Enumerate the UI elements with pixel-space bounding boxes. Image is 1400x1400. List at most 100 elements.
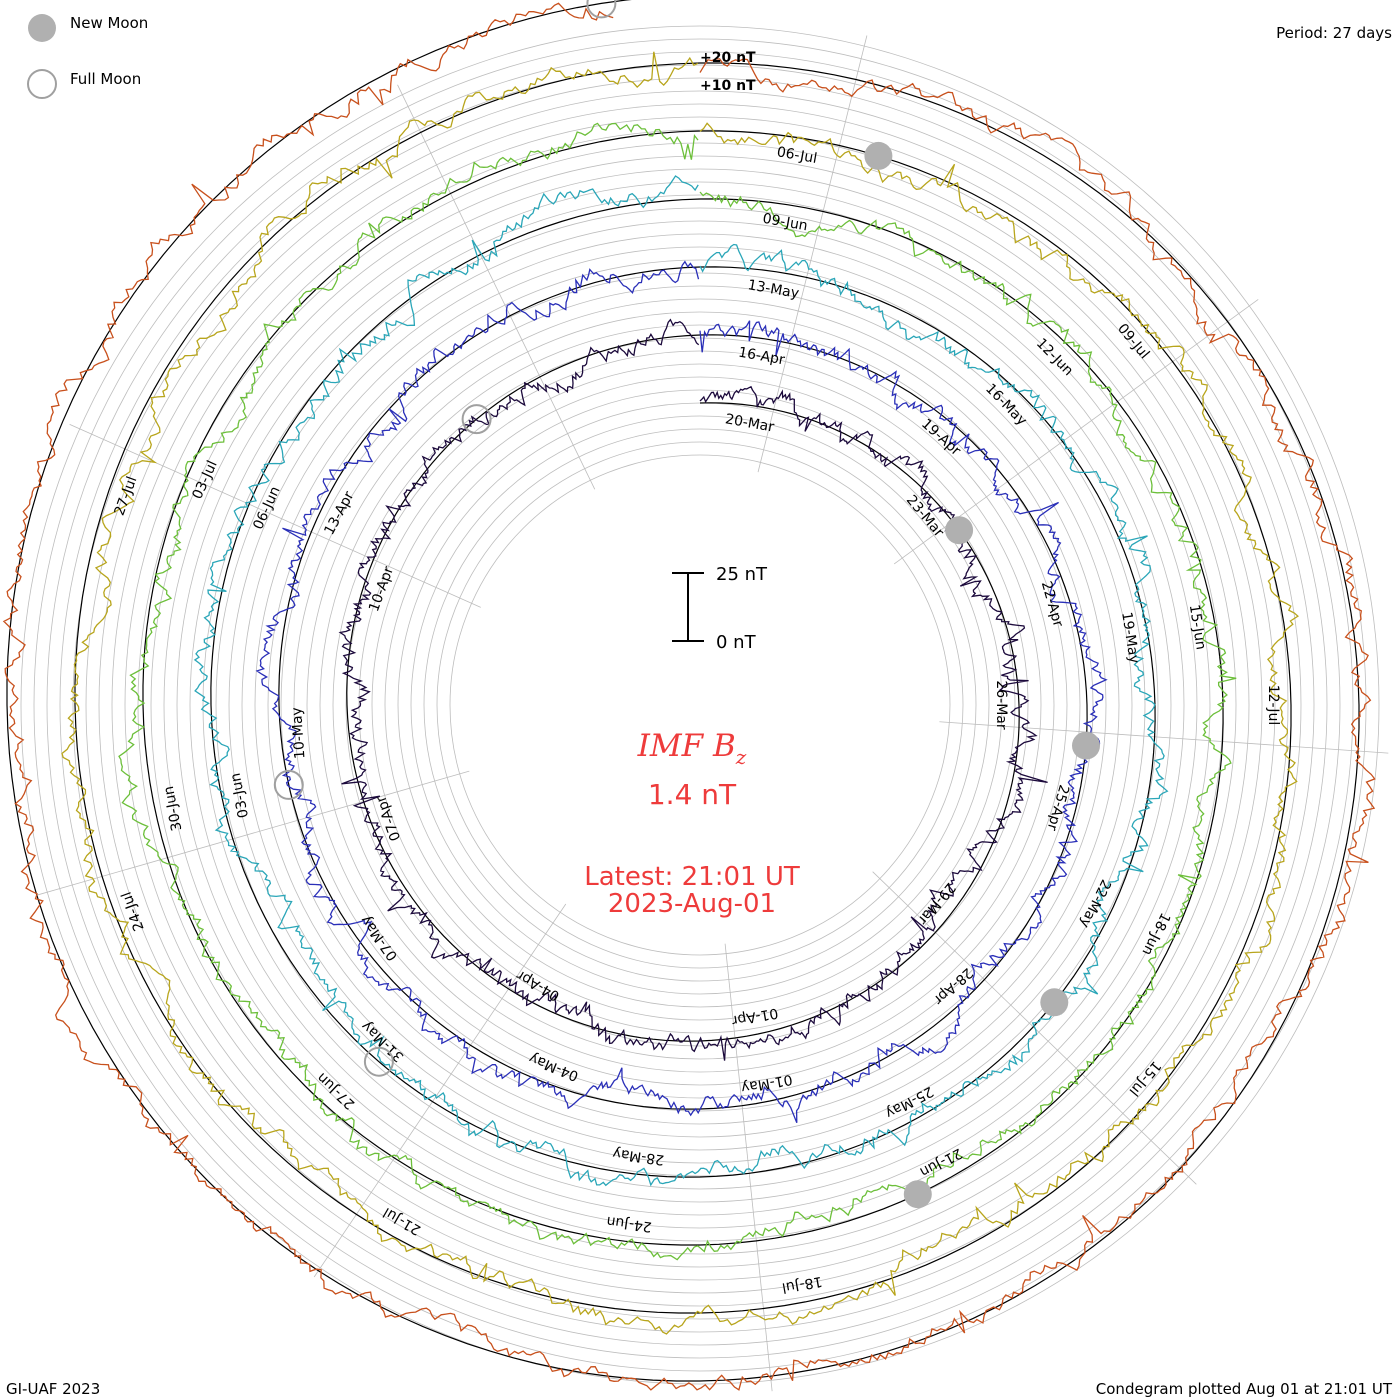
full-moon-legend-label: Full Moon <box>70 70 141 88</box>
grid-ring <box>111 116 1289 1294</box>
date-label: 28-May <box>612 1145 666 1168</box>
date-label: 23-Mar <box>903 492 947 540</box>
series-trace-2 <box>255 260 1108 1123</box>
date-label: 13-Apr <box>321 489 357 538</box>
center-title-main: IMF B <box>637 728 736 764</box>
date-label: 03-Jun <box>228 771 252 819</box>
new-moon-legend-icon <box>28 14 56 42</box>
grid-spoke <box>939 721 1389 754</box>
grid-ring <box>423 428 977 982</box>
date-label: 15-Jul <box>1126 1057 1164 1098</box>
new-moon-marker <box>945 516 974 545</box>
series-trace-3 <box>193 175 1169 1187</box>
grid-ring <box>124 129 1276 1281</box>
date-label: 10-May <box>289 707 309 760</box>
series-layer <box>2 2 1376 1391</box>
grid-spoke <box>724 943 773 1392</box>
date-label: 20-Mar <box>724 411 776 435</box>
baseline-spiral <box>210 198 1156 1178</box>
grid-ring <box>215 220 1185 1190</box>
footer-credit: GI-UAF 2023 <box>6 1380 100 1398</box>
scale-bottom-label: 0 nT <box>716 632 757 653</box>
grid-ring <box>371 376 1029 1034</box>
latest-date: 2023-Aug-01 <box>608 889 776 919</box>
grid-ring <box>189 194 1211 1216</box>
date-label: 10-Apr <box>366 564 397 614</box>
date-label: 19-May <box>1118 611 1142 665</box>
grid-ring <box>72 77 1328 1333</box>
grid-ring <box>59 64 1341 1346</box>
full-moon-marker <box>461 404 492 435</box>
latest-time: Latest: 21:01 UT <box>584 862 800 892</box>
date-label: 18-Jul <box>781 1273 824 1296</box>
grid-ring <box>228 233 1172 1177</box>
new-moon-marker <box>1040 988 1069 1017</box>
full-moon-marker <box>273 769 304 800</box>
grid-ring <box>267 272 1133 1138</box>
full-moon-marker <box>586 0 617 19</box>
grid-spoke <box>36 770 470 896</box>
center-value: 1.4 nT <box>648 778 737 811</box>
date-label: 22-Apr <box>1038 579 1066 629</box>
date-label: 04-Apr <box>514 967 563 1004</box>
grid-ring <box>241 246 1159 1164</box>
full-moon-marker <box>363 1046 394 1077</box>
grid-ring <box>345 350 1055 1060</box>
date-label: 01-May <box>740 1071 794 1096</box>
center-title: IMF Bz <box>637 728 747 769</box>
baseline-spiral <box>346 334 1020 1042</box>
grid-ring <box>20 25 1380 1385</box>
reference-label-10: +10 nT <box>700 78 756 94</box>
grid-ring <box>176 181 1224 1229</box>
date-label: 25-May <box>883 1083 936 1121</box>
date-label: 19-Apr <box>918 416 964 459</box>
date-label: 24-Jun <box>606 1213 653 1235</box>
grid-ring <box>46 51 1354 1359</box>
date-label: 15-Jun <box>1186 603 1209 650</box>
series-trace-4 <box>118 122 1237 1261</box>
grid-ring <box>319 324 1081 1086</box>
full-moon-legend-icon <box>27 69 57 99</box>
date-label: 06-Jul <box>776 144 819 167</box>
baseline-spiral <box>142 130 1224 1246</box>
grid-ring <box>306 311 1094 1099</box>
grid-spoke <box>69 423 481 608</box>
legend: New Moon Full Moon <box>27 14 148 99</box>
grid-ring <box>293 298 1107 1112</box>
center-title-subscript: z <box>735 745 747 769</box>
grid-ring <box>254 259 1146 1151</box>
date-label: 26-Mar <box>993 680 1009 730</box>
new-moon-marker <box>903 1180 932 1209</box>
date-label: 29-Mar <box>914 879 958 927</box>
date-label: 09-Jun <box>761 211 809 235</box>
date-label: 16-May <box>982 381 1030 429</box>
period-label: Period: 27 days <box>1276 24 1392 42</box>
date-label: 12-Jul <box>1265 685 1281 726</box>
reference-label-20: +20 nT <box>700 50 756 66</box>
series-trace-5 <box>61 51 1299 1335</box>
date-label: 24-Jul <box>119 889 148 933</box>
scale-bar: 25 nT 0 nT <box>672 564 768 653</box>
series-trace-1 <box>338 318 1048 1061</box>
grid-ring <box>98 103 1302 1307</box>
scale-top-label: 25 nT <box>716 564 768 585</box>
date-label: 22-May <box>1076 877 1114 930</box>
grid-ring <box>332 337 1068 1073</box>
center-readout: IMF Bz 1.4 nT Latest: 21:01 UT 2023-Aug-… <box>584 728 800 919</box>
grid-ring <box>163 168 1237 1242</box>
grid-ring <box>384 389 1016 1021</box>
grid-ring <box>280 285 1120 1125</box>
grid-ring <box>150 155 1250 1255</box>
date-label: 13-May <box>746 277 800 302</box>
new-moon-legend-label: New Moon <box>70 14 148 32</box>
grid-spoke <box>397 84 596 490</box>
grid-ring <box>85 90 1315 1320</box>
grid-layer <box>6 0 1389 1392</box>
grid-ring <box>436 441 964 969</box>
moon-phase-layer <box>273 0 1100 1209</box>
new-moon-marker <box>1072 731 1100 760</box>
grid-ring <box>202 207 1198 1203</box>
grid-ring <box>33 38 1367 1372</box>
baseline-spiral <box>6 0 1360 1382</box>
